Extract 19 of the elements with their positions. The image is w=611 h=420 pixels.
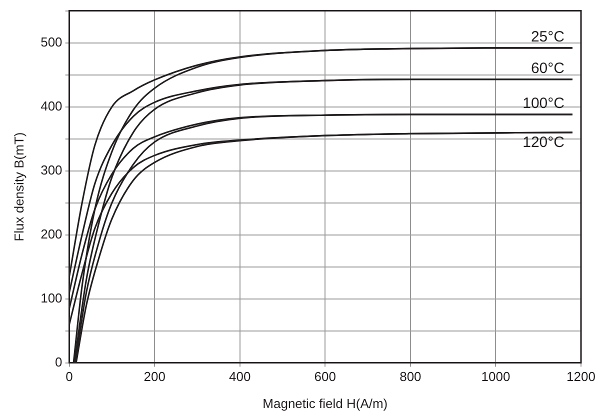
series-label: 100°C [522,95,565,112]
y-tick-label: 300 [40,162,62,178]
y-tick-label: 200 [40,226,62,242]
x-tick-label: 1000 [481,369,510,384]
x-tick-label: 800 [400,369,422,384]
x-tick-label: 1200 [566,369,596,384]
series-label: 120°C [522,134,565,152]
x-tick-label: 0 [66,369,73,384]
y-axis-title: Flux density B(mT) [11,132,26,242]
series-label: 25°C [530,28,565,46]
y-tick-label: 100 [40,290,62,306]
x-tick-label: 400 [229,369,251,384]
x-axis-title: Magnetic field H(A/m) [262,396,388,411]
y-tick-label: 400 [40,98,62,114]
x-tick-label: 600 [314,369,336,384]
y-tick-label: 500 [40,34,62,50]
y-tick-label: 0 [55,354,62,370]
x-tick-label: 200 [144,369,166,384]
series-label: 60°C [530,60,565,77]
